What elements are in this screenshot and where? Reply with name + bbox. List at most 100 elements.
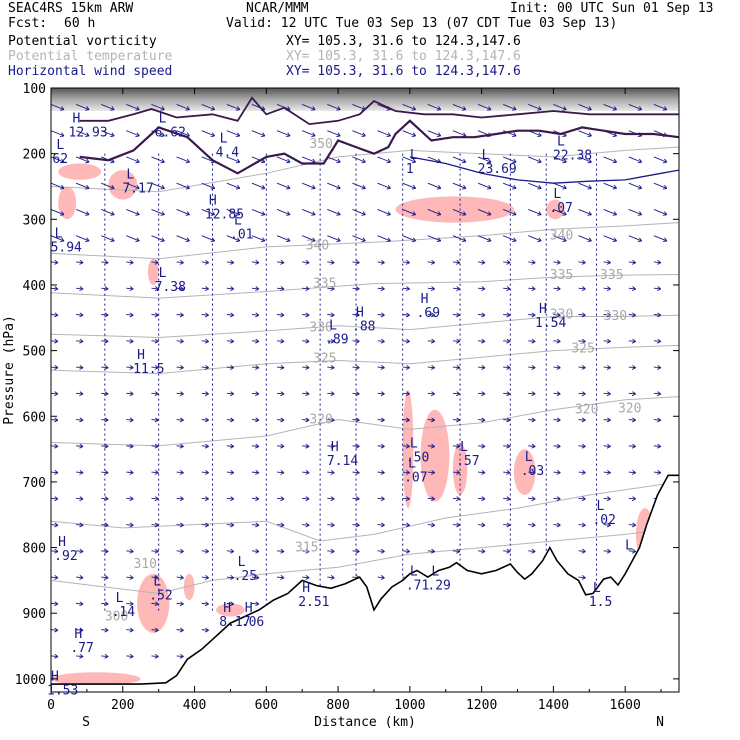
wind-vector-head [587, 237, 592, 243]
wind-vector [427, 392, 435, 395]
wind-vector [126, 655, 134, 658]
wind-vector [528, 209, 542, 216]
wind-vector [427, 340, 435, 342]
wind-vector [502, 182, 517, 189]
wind-vector [201, 392, 209, 395]
y-tick-label: 300 [23, 213, 46, 228]
wind-vector-head [311, 132, 316, 137]
wind-vector-head [631, 522, 636, 528]
wind-vector [76, 340, 84, 342]
wind-vector [452, 340, 460, 342]
wind-vector [452, 366, 460, 369]
wind-vector-head [688, 238, 692, 242]
wind-vector-head [154, 627, 159, 633]
wind-vector [628, 156, 642, 163]
wind-vector [553, 445, 561, 447]
wind-vector [653, 156, 668, 163]
wind-vector-head [154, 259, 159, 265]
wind-vector [352, 235, 366, 242]
plot-frame [50, 87, 680, 693]
wind-vector [427, 419, 435, 421]
wind-vector-head [562, 211, 567, 216]
wind-vector-head [411, 106, 417, 111]
wind-vector [502, 156, 517, 163]
extremum-letter: L [593, 581, 601, 596]
wind-vector-head [235, 106, 241, 111]
extremum-letter: L [525, 450, 533, 465]
wind-vector [126, 471, 134, 474]
wind-vector-head [204, 286, 209, 292]
wind-vector [151, 209, 165, 216]
wind-vector-head [229, 522, 235, 528]
wind-vector-head [405, 364, 410, 370]
wind-vector-head [79, 286, 84, 292]
wind-vector [377, 497, 385, 500]
wind-vector [151, 366, 159, 369]
wind-vector [126, 314, 134, 316]
wind-vector-head [380, 470, 385, 475]
extremum-letter: L [159, 112, 167, 127]
wind-vector [653, 209, 668, 216]
wind-vector-head [204, 338, 209, 344]
wind-vector [126, 209, 140, 216]
wind-vector-head [405, 259, 410, 265]
wind-vector [377, 314, 385, 316]
x-tick-label: 1000 [394, 698, 425, 713]
wind-vector-head [506, 496, 511, 502]
isentrope-label: 315 [295, 541, 318, 556]
wind-vector-head [506, 286, 511, 292]
wind-vector-head [286, 158, 291, 164]
wind-vector [653, 471, 661, 474]
wind-vector-head [286, 184, 291, 190]
wind-vector-head [380, 259, 385, 265]
wind-vector-head [606, 417, 611, 423]
wind-vector-head [506, 364, 511, 370]
wind-vector [76, 366, 84, 369]
wind-vector [528, 419, 536, 421]
wind-vector [226, 550, 234, 552]
wind-vector [101, 366, 109, 369]
wind-vector-head [179, 653, 184, 659]
wind-vector [553, 287, 561, 290]
wind-vector [452, 314, 460, 316]
wind-vector-head [210, 106, 216, 111]
wind-vector-head [405, 286, 410, 292]
wind-vector-head [305, 443, 310, 449]
wind-vector-head [110, 237, 115, 243]
wind-vector [653, 314, 661, 316]
wind-vector-head [129, 443, 134, 449]
wind-vector [402, 497, 410, 500]
wind-vector [176, 130, 190, 137]
wind-vector-head [581, 338, 586, 344]
wind-vector-head [154, 601, 159, 607]
wind-vector [402, 366, 410, 369]
wind-vector-head [506, 338, 511, 344]
init-time: Init: 00 UTC Sun 01 Sep 13 [510, 1, 714, 16]
wind-vector-head [436, 132, 442, 137]
wind-vector [51, 340, 59, 342]
wind-vector [327, 366, 335, 369]
wind-vector-head [255, 338, 260, 344]
wind-vector [151, 103, 165, 111]
wind-vector [628, 182, 642, 189]
extremum-letter: L [553, 187, 561, 202]
wind-vector-head [54, 286, 59, 292]
wind-vector [502, 209, 517, 216]
wind-vector-head [430, 496, 436, 502]
wind-vector-head [380, 391, 385, 397]
wind-vector-head [430, 259, 436, 265]
wind-vector [327, 419, 335, 421]
wind-vector-head [512, 158, 517, 164]
wind-vector-head [280, 364, 285, 370]
wind-vector [126, 550, 134, 552]
wind-vector-head [430, 312, 436, 318]
wind-vector-head [430, 338, 436, 344]
wind-vector-head [581, 286, 586, 292]
wind-vector-head [330, 391, 335, 397]
y-tick-label: 700 [23, 476, 46, 491]
wind-vector [603, 366, 611, 369]
wind-vector [477, 340, 486, 342]
wind-vector [477, 550, 486, 552]
wind-vector [402, 314, 410, 316]
extremum-value: .29 [427, 579, 450, 594]
